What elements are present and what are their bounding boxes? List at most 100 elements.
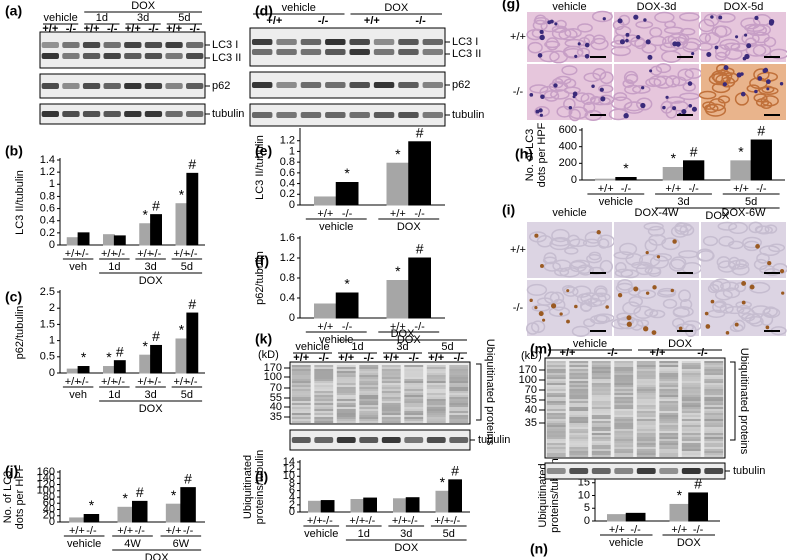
smear xyxy=(359,421,379,423)
smear xyxy=(404,405,424,407)
cell xyxy=(561,285,576,294)
cell xyxy=(734,282,747,293)
y-tick-label: 0 xyxy=(49,367,55,379)
band xyxy=(251,39,273,45)
smear xyxy=(704,365,724,367)
nucleus xyxy=(691,106,697,112)
smear xyxy=(359,383,379,385)
smear xyxy=(426,417,446,419)
genotype-label: -/- xyxy=(364,352,375,364)
cell xyxy=(544,40,561,49)
smear xyxy=(659,375,679,377)
smear xyxy=(591,393,611,395)
nucleus xyxy=(625,38,629,43)
y-tick-label: 1 xyxy=(49,335,55,347)
smear xyxy=(591,453,611,455)
bar xyxy=(750,139,772,181)
smear xyxy=(359,379,379,381)
smear xyxy=(569,431,589,433)
band xyxy=(426,437,446,443)
smear xyxy=(404,401,424,403)
bar xyxy=(66,237,79,246)
smear xyxy=(546,397,566,399)
smear xyxy=(314,383,334,385)
smear xyxy=(591,395,611,397)
nucleus xyxy=(617,18,623,24)
band xyxy=(325,39,346,45)
smear xyxy=(426,387,446,389)
smear xyxy=(569,405,589,407)
nucleus xyxy=(768,19,775,25)
smear xyxy=(546,375,566,377)
smear xyxy=(449,399,469,401)
nucleus xyxy=(691,52,695,56)
smear xyxy=(291,407,311,409)
genotype-label: -/- xyxy=(414,208,425,220)
cell xyxy=(566,234,581,248)
smear xyxy=(681,445,701,447)
smear xyxy=(614,399,634,401)
y-tick-label: 0 xyxy=(571,174,577,186)
smear xyxy=(704,409,724,411)
smear xyxy=(591,413,611,415)
smear xyxy=(291,405,311,407)
smear xyxy=(636,407,656,409)
smear xyxy=(426,399,446,401)
smear xyxy=(314,381,334,383)
bar xyxy=(688,492,708,522)
significance-marker: * xyxy=(171,487,177,503)
smear xyxy=(569,383,589,385)
blot-header: 5d xyxy=(178,12,190,24)
genotype-label: +/+ xyxy=(137,376,153,388)
smear xyxy=(659,423,679,425)
smear xyxy=(569,453,589,455)
band xyxy=(82,111,101,117)
nucleus xyxy=(623,113,629,119)
cell xyxy=(584,231,603,244)
smear xyxy=(359,367,379,369)
smear xyxy=(614,423,634,425)
smear xyxy=(314,371,334,373)
cell xyxy=(591,10,613,23)
smear xyxy=(381,375,401,377)
smear xyxy=(569,407,589,409)
significance-marker: * xyxy=(440,474,446,490)
smear xyxy=(591,363,611,365)
genotype-label: +/+ xyxy=(65,376,81,388)
smear xyxy=(314,393,334,395)
smear xyxy=(546,415,566,417)
smear xyxy=(704,435,724,437)
significance-marker: * xyxy=(123,490,129,506)
y-axis-label: dots per HPF xyxy=(14,464,26,529)
y-tick-label: 0 xyxy=(584,515,590,527)
smear xyxy=(681,381,701,383)
smear xyxy=(546,431,566,433)
cell xyxy=(679,12,700,22)
band-label: Ubiquitinated proteins xyxy=(738,348,750,455)
nucleus xyxy=(649,69,653,73)
smear xyxy=(681,405,701,407)
smear xyxy=(591,411,611,413)
smear xyxy=(404,397,424,399)
nucleus xyxy=(600,96,606,102)
smear xyxy=(449,397,469,399)
cell xyxy=(697,250,715,262)
cell xyxy=(662,298,678,309)
smear xyxy=(614,431,634,433)
smear xyxy=(359,415,379,417)
smear xyxy=(591,421,611,423)
smear xyxy=(659,433,679,435)
nucleus xyxy=(542,318,546,322)
smear xyxy=(681,377,701,379)
smear xyxy=(636,431,656,433)
band xyxy=(349,82,370,88)
smear xyxy=(449,383,469,385)
smear xyxy=(614,411,634,413)
y-tick-label: 1.2 xyxy=(280,135,295,147)
genotype-label: -/- xyxy=(342,321,353,333)
smear xyxy=(336,379,356,381)
genotype-label: -/- xyxy=(454,352,465,364)
smear xyxy=(449,379,469,381)
smear xyxy=(681,439,701,441)
smear xyxy=(426,401,446,403)
